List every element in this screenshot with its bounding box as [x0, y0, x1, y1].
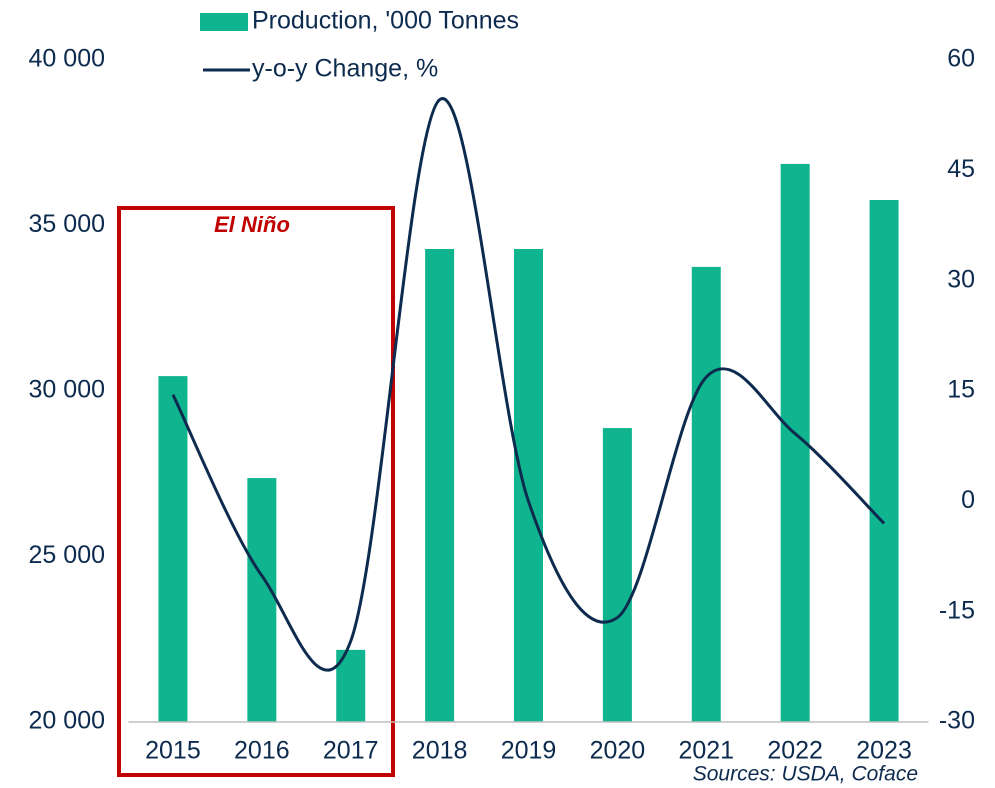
- y-tick-label: 30 000: [29, 376, 105, 404]
- legend-label: y-o-y Change, %: [252, 55, 438, 83]
- x-tick-label: 2022: [767, 737, 823, 765]
- source: Sources: USDA, Coface: [693, 763, 918, 786]
- y2-tick-label: 60: [947, 45, 975, 73]
- y-tick-label: 35 000: [29, 210, 105, 238]
- y2-tick-label: -30: [939, 707, 975, 735]
- x-tick-label: 2016: [234, 737, 290, 765]
- el-nino-box: [117, 206, 395, 777]
- x-tick-label: 2017: [323, 737, 379, 765]
- bar: [514, 249, 543, 722]
- x-tick-label: 2020: [590, 737, 646, 765]
- y2-tick-label: 15: [947, 376, 975, 404]
- y-tick-label: 40 000: [29, 45, 105, 73]
- x-tick-label: 2015: [145, 737, 201, 765]
- x-tick-label: 2019: [501, 737, 557, 765]
- x-tick-label: 2018: [412, 737, 468, 765]
- y2-tick-label: 30: [947, 265, 975, 293]
- bar: [247, 478, 277, 722]
- bar: [425, 249, 455, 722]
- y2-tick-label: -15: [939, 596, 975, 624]
- y2-tick-label: 0: [961, 486, 975, 514]
- bar: [869, 200, 899, 722]
- line: [171, 97, 886, 672]
- bar: [691, 266, 721, 722]
- y-tick-label: 20 000: [29, 707, 105, 735]
- legend-swatch: [200, 13, 248, 31]
- y-tick-label: 25 000: [29, 541, 105, 569]
- bar: [158, 376, 188, 722]
- y2-tick-label: 45: [947, 155, 975, 183]
- legend-label: Production, '000 Tonnes: [252, 7, 519, 35]
- bar: [602, 428, 632, 722]
- box-label: El Niño: [214, 212, 290, 237]
- x-tick-label: 2021: [678, 737, 734, 765]
- x-tick-label: 2023: [856, 737, 912, 765]
